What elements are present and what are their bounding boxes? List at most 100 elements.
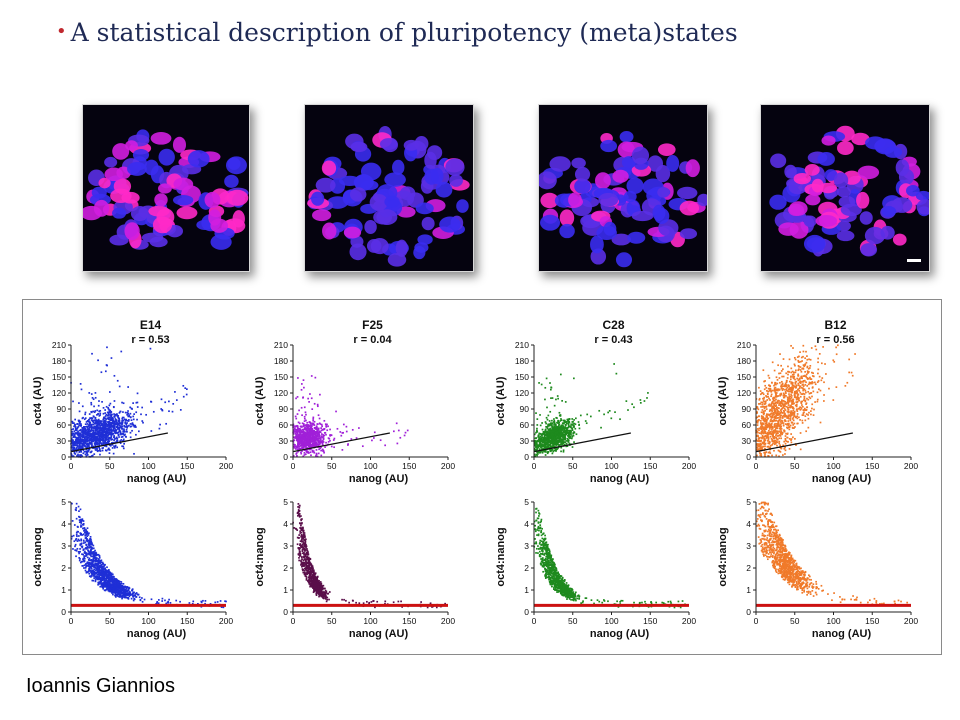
data-point: [791, 418, 794, 420]
data-point: [797, 379, 800, 382]
data-point: [801, 393, 804, 396]
data-point: [107, 407, 110, 409]
data-point: [119, 425, 122, 428]
data-point: [303, 452, 306, 454]
data-point: [811, 371, 813, 374]
data-point: [117, 423, 119, 426]
x-tick-label: 0: [69, 461, 74, 471]
data-point: [538, 382, 540, 384]
data-point: [796, 408, 798, 411]
data-point: [757, 408, 760, 411]
data-point: [87, 420, 89, 423]
data-point: [780, 399, 783, 402]
cell-nucleus: [851, 132, 870, 146]
data-point: [110, 438, 112, 441]
data-point: [781, 431, 783, 434]
data-point: [784, 412, 786, 415]
data-point: [111, 416, 114, 419]
data-point: [780, 419, 783, 422]
data-point: [767, 435, 769, 438]
data-point: [80, 445, 83, 448]
data-point: [787, 406, 790, 409]
data-point: [90, 451, 92, 454]
data-point: [308, 448, 311, 451]
data-point: [799, 382, 802, 384]
data-point: [568, 420, 570, 423]
cell-nucleus: [113, 178, 132, 194]
data-point: [312, 416, 315, 419]
data-point: [80, 447, 82, 449]
data-point: [299, 433, 301, 436]
data-point: [104, 417, 107, 420]
y-tick-label: 90: [279, 404, 289, 414]
data-point: [294, 432, 297, 435]
data-point: [803, 375, 806, 377]
data-point: [541, 448, 543, 450]
data-point: [771, 440, 774, 443]
data-point: [305, 419, 307, 422]
data-point: [92, 438, 94, 440]
data-point: [99, 424, 101, 427]
data-point: [538, 432, 541, 435]
data-point: [86, 435, 88, 438]
data-point: [787, 417, 790, 420]
cell-nucleus: [837, 140, 854, 156]
data-point: [315, 452, 318, 455]
data-point: [573, 441, 575, 443]
data-point: [773, 417, 776, 419]
data-point: [799, 391, 802, 394]
data-point: [769, 420, 772, 422]
data-point: [770, 403, 773, 406]
data-point: [790, 381, 793, 384]
cell-nucleus: [445, 158, 465, 176]
data-point: [758, 386, 760, 389]
data-point: [573, 431, 576, 434]
data-point: [71, 434, 74, 436]
data-point: [769, 446, 772, 449]
cell-nucleus: [612, 169, 629, 183]
data-point: [105, 413, 108, 416]
cell-nucleus: [611, 233, 631, 246]
data-point: [772, 429, 775, 432]
data-point: [324, 446, 326, 448]
data-point: [544, 433, 547, 436]
data-point: [563, 420, 566, 423]
data-point: [564, 430, 567, 432]
data-point: [94, 441, 96, 444]
data-point: [315, 428, 318, 430]
data-point: [769, 415, 772, 418]
data-point: [556, 421, 558, 424]
data-point: [297, 430, 300, 433]
data-point: [70, 447, 73, 449]
data-point: [808, 381, 811, 384]
data-point: [113, 430, 116, 433]
data-point: [83, 435, 85, 438]
data-point: [93, 433, 96, 435]
data-point: [560, 441, 563, 443]
data-point: [792, 347, 794, 349]
data-point: [293, 427, 296, 430]
data-point: [118, 411, 121, 414]
data-point: [800, 406, 802, 409]
cell-nucleus: [590, 235, 604, 254]
data-point: [136, 392, 139, 395]
data-point: [802, 355, 804, 358]
data-point: [545, 446, 548, 448]
data-point: [104, 415, 107, 417]
data-point: [86, 443, 88, 446]
data-point: [778, 424, 780, 426]
data-point: [790, 438, 793, 440]
data-point: [547, 433, 550, 436]
data-point: [558, 429, 561, 431]
data-point: [777, 449, 780, 452]
data-point: [88, 439, 90, 442]
data-point: [562, 419, 565, 422]
data-point: [113, 446, 116, 449]
data-point: [123, 428, 125, 431]
data-point: [310, 431, 313, 434]
cell-nucleus: [403, 139, 419, 151]
data-point: [327, 425, 329, 428]
data-point: [755, 412, 758, 414]
data-point: [773, 423, 776, 426]
data-point: [296, 432, 299, 435]
